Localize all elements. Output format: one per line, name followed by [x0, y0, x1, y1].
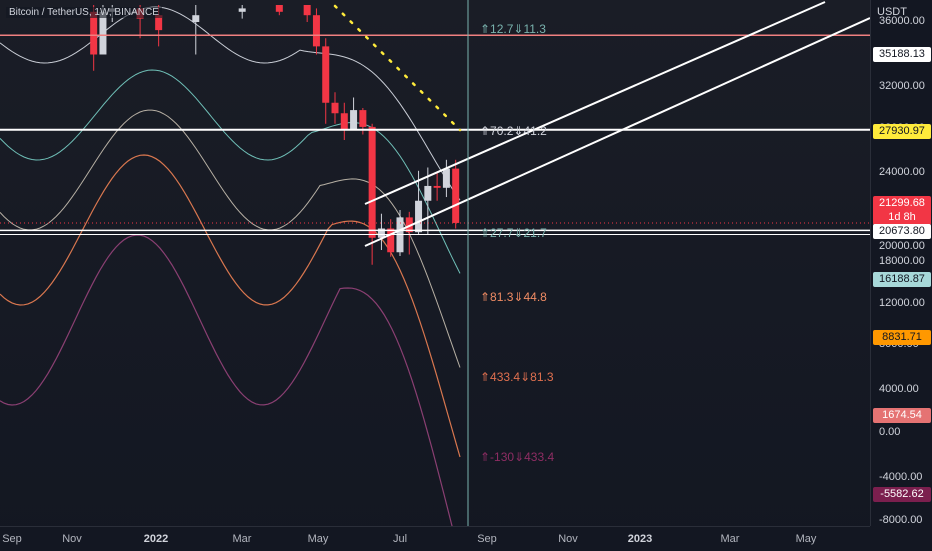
price-tick-label: 36000.00: [879, 15, 925, 27]
time-tick-label: Jul: [392, 533, 408, 545]
stat-annotation: ⇑12.7⇓11.3: [480, 22, 546, 36]
time-tick-label: Nov: [62, 533, 82, 545]
time-tick-label: Sep: [477, 533, 497, 545]
currency-label: USDT: [877, 6, 907, 18]
price-badge: 8831.71: [873, 330, 931, 345]
time-tick-label: Mar: [232, 533, 252, 545]
candle-body: [275, 5, 283, 12]
price-tick-label: 32000.00: [879, 80, 925, 92]
time-tick-label: 2022: [143, 533, 169, 545]
time-tick-label: Nov: [558, 533, 578, 545]
candle-body: [155, 15, 163, 31]
price-badge-countdown: 1d 8h: [888, 211, 916, 223]
price-tick-label: -4000.00: [879, 471, 923, 483]
candle-body: [331, 102, 339, 114]
candle-body: [359, 110, 367, 127]
price-badge: 35188.13: [873, 47, 931, 62]
price-badge: 16188.87: [873, 272, 931, 287]
candle-body: [322, 46, 330, 103]
candle-body: [433, 185, 441, 188]
candle-body: [442, 168, 450, 188]
candle-body: [192, 15, 200, 22]
stat-annotation: ⇑433.4⇓81.3: [480, 370, 554, 384]
candle-body: [387, 228, 395, 253]
band-upper-white: [0, 6, 461, 201]
candle-body: [415, 200, 423, 233]
time-tick-label: Mar: [720, 533, 740, 545]
stat-annotation: ⇑70.2⇓41.2: [480, 124, 547, 138]
stat-annotation: ⇑27.7⇓21.7: [480, 226, 547, 240]
candles: [90, 5, 460, 265]
band-mid-gray: [0, 109, 461, 368]
candle-body: [368, 126, 376, 238]
stat-annotation: ⇑81.3⇓44.8: [480, 290, 547, 304]
candle-body: [405, 217, 413, 233]
price-tick-label: 24000.00: [879, 166, 925, 178]
time-tick-label: 2023: [627, 533, 653, 545]
price-tick-label: 18000.00: [879, 255, 925, 267]
candle-body: [424, 185, 432, 201]
dotted-trend-line: [333, 4, 462, 132]
time-tick-label: May: [307, 533, 329, 545]
candle-body: [452, 168, 460, 223]
candle-body: [90, 11, 98, 55]
candle-body: [377, 228, 385, 238]
price-tick-label: 20000.00: [879, 240, 925, 252]
price-tick-label: 0.00: [879, 426, 901, 438]
drawing-layer: [0, 0, 870, 526]
price-badge: 21299.68 1d 8h: [873, 196, 931, 225]
candle-body: [312, 15, 320, 47]
band-lines: [0, 6, 461, 526]
time-tick-label: May: [795, 533, 817, 545]
band-upper-cyan: [0, 69, 461, 274]
channel-lower-line: [364, 17, 870, 247]
candle-body: [303, 5, 311, 16]
candle-body: [238, 8, 246, 12]
price-badge: 20673.80: [873, 224, 931, 239]
price-tick-label: 4000.00: [879, 383, 919, 395]
band-magenta: [0, 234, 453, 526]
candle-body: [99, 11, 107, 55]
price-badge: -5582.62: [873, 487, 931, 502]
chart-plot-area[interactable]: [0, 0, 870, 526]
price-axis[interactable]: USDT 36000.0032000.0028000.0024000.00200…: [870, 0, 932, 526]
band-orange: [0, 154, 461, 458]
stat-annotation: ⇑-130⇓433.4: [480, 450, 555, 464]
chart-title: Bitcoin / TetherUS, 1W, BINANCE: [6, 7, 162, 18]
candle-body: [350, 110, 358, 129]
candle-body: [340, 113, 348, 129]
time-axis[interactable]: Sep Nov 2022 Mar May Jul Sep Nov 2023 Mar May: [0, 526, 870, 551]
channel-upper-line: [364, 1, 826, 205]
price-badge: 1674.54: [873, 408, 931, 423]
price-tick-label: -8000.00: [879, 513, 923, 526]
time-tick-label: Sep: [2, 533, 22, 545]
price-badge: 27930.97: [873, 124, 931, 139]
price-tick-label: 12000.00: [879, 297, 925, 309]
